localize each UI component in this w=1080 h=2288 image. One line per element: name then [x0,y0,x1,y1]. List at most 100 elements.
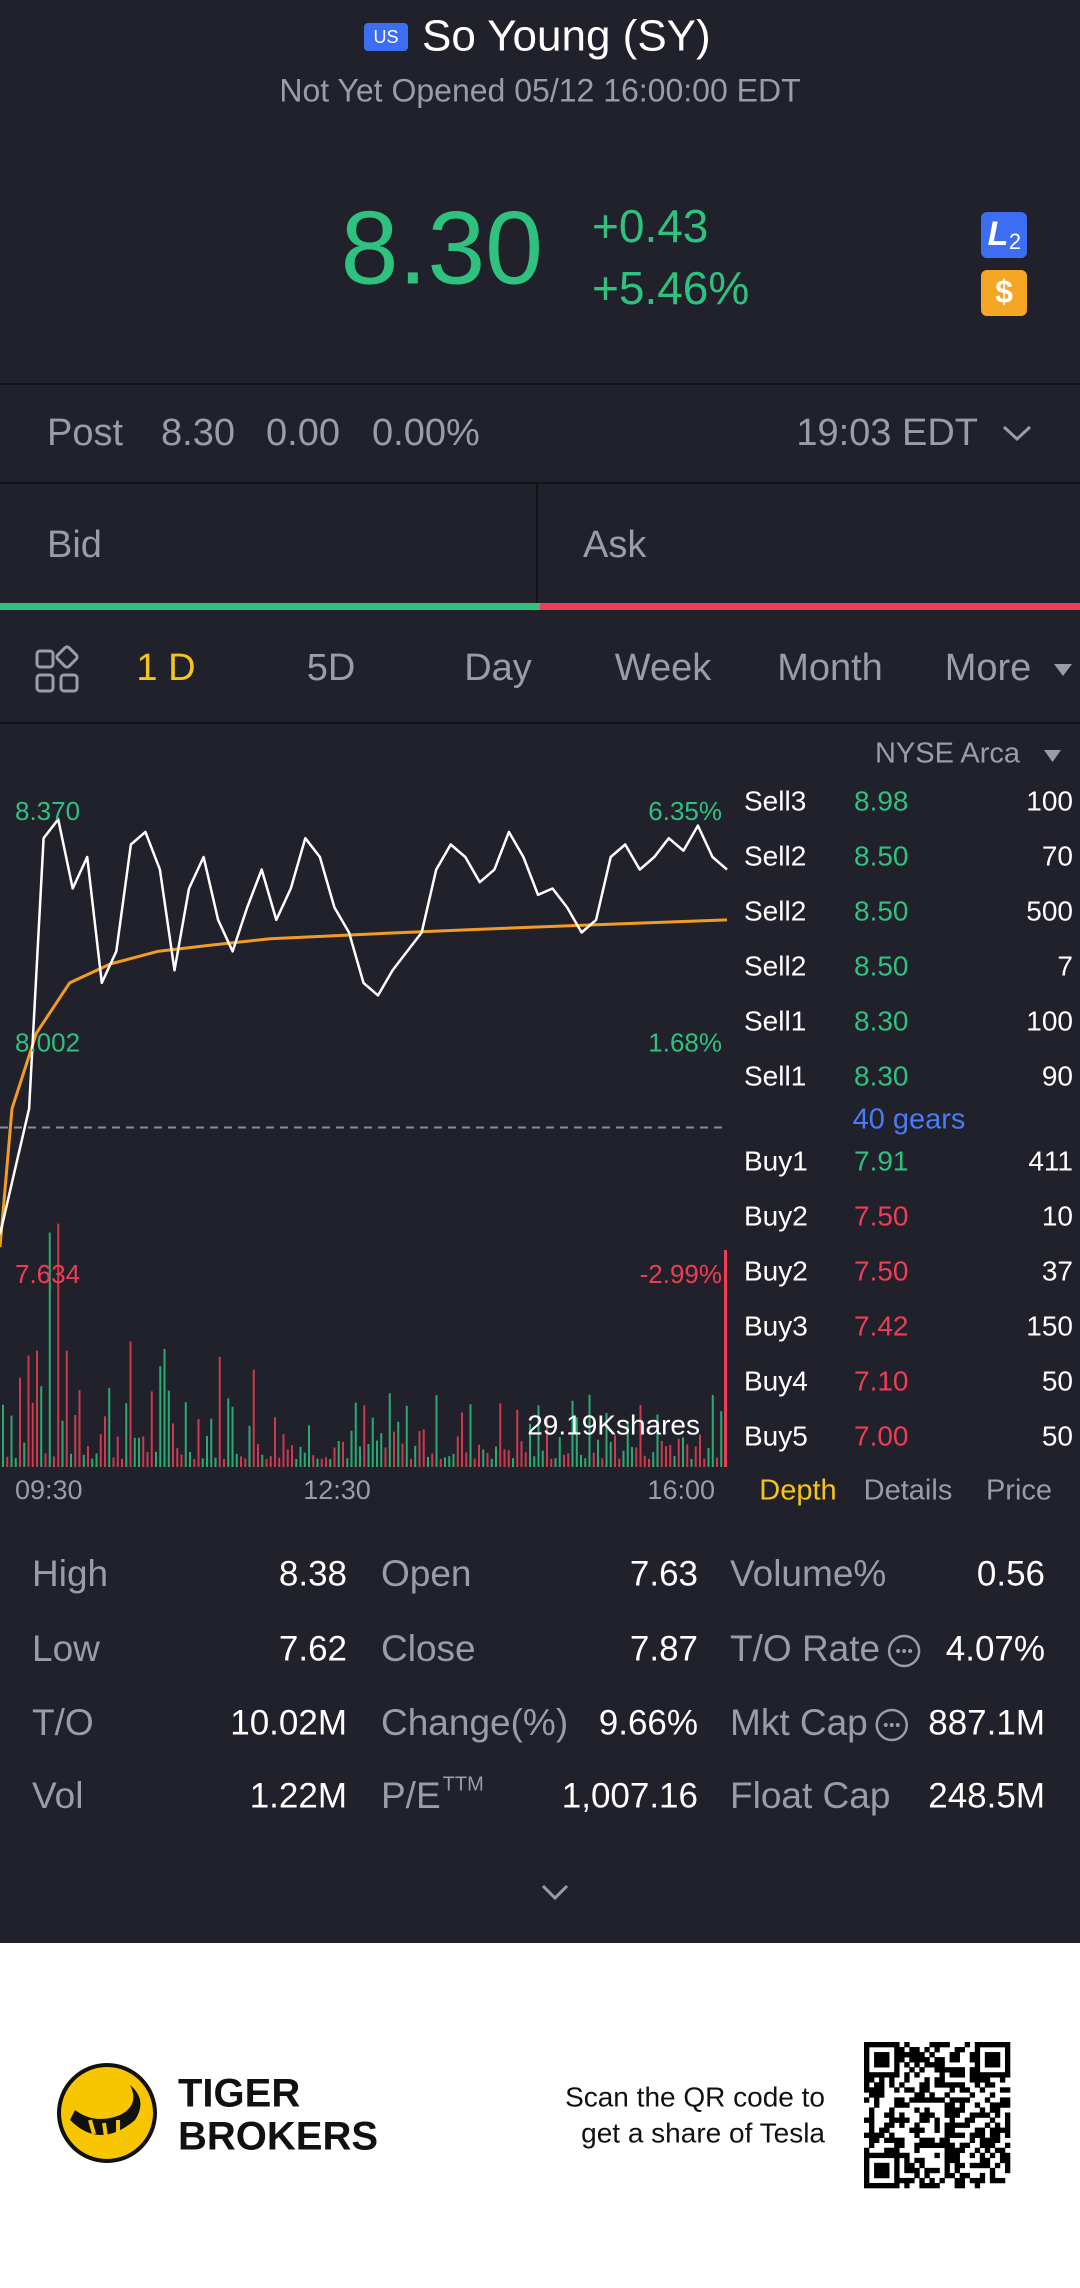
book-tab[interactable]: Details [864,1475,953,1507]
qr-module [879,2092,885,2098]
qr-module [954,2047,960,2053]
qr-module [969,2162,976,2169]
qr-module [914,2132,920,2138]
qr-module [999,2087,1006,2093]
volume-bar [648,1458,650,1467]
qr-module [879,2082,885,2088]
expand-chevron[interactable] [541,1884,569,1901]
volume-bar [252,1369,255,1467]
period-tab[interactable]: More [945,647,1032,689]
change-pct: +5.46% [592,262,749,314]
qr-module [894,2152,900,2159]
layout-icon[interactable] [35,645,79,693]
period-tab[interactable]: Day [464,647,532,689]
exchange-arrow[interactable] [1044,750,1061,762]
qr-module [904,2077,910,2083]
qr-module [924,2047,930,2053]
qr-module [884,2052,890,2058]
qr-module [894,2087,900,2093]
volume-bar [461,1412,463,1467]
qr-module [864,2157,870,2164]
qr-module [894,2047,900,2053]
info-dot [883,1723,888,1727]
volume-bar [146,1452,149,1467]
qr-module [979,2042,986,2048]
qr-module [959,2172,965,2179]
period-tab[interactable]: 5D [307,647,356,689]
qr-module [994,2102,1001,2108]
book-tab[interactable]: Depth [759,1475,836,1507]
qr-module [874,2072,880,2078]
volume-bar [163,1349,166,1467]
bid-label[interactable]: Bid [47,524,102,566]
qr-module [984,2112,991,2118]
x-tick-label: 12:30 [303,1475,371,1505]
qr-module [949,2117,955,2123]
qr-module [979,2142,986,2149]
volume-bar [537,1405,540,1467]
volume-bar [155,1451,157,1467]
background [0,0,1080,1943]
info-icon[interactable] [887,1634,921,1668]
exchange[interactable]: NYSE Arca [875,738,1021,770]
qr-module [929,2177,935,2184]
qr-module [919,2092,925,2098]
brand-line: BROKERS [178,2115,378,2159]
qr-module [949,2067,955,2073]
book-side: Buy1 [744,1145,808,1176]
qr-module [889,2132,895,2138]
gears[interactable]: 40 gears [853,1104,966,1136]
volume-bar [614,1435,616,1467]
qr-module [989,2142,996,2149]
book-side: Buy4 [744,1365,808,1396]
level2-badge[interactable] [981,212,1027,258]
qr-module [954,2152,960,2159]
currency-badge[interactable] [981,270,1027,316]
qr-module [999,2072,1006,2078]
qr-module [934,2167,940,2174]
book-size: 100 [1026,1005,1073,1036]
qr-module [884,2152,890,2159]
qr-module [964,2172,971,2179]
qr-module [969,2117,976,2123]
period-tab[interactable]: 1 D [136,647,195,689]
info-dot [902,1649,907,1653]
stat-label: P/E [381,1775,441,1816]
more-arrow[interactable] [1054,664,1072,676]
volume-bar [703,1458,706,1467]
info-icon[interactable] [875,1708,909,1742]
qr-module [989,2177,996,2184]
post-chevron[interactable] [1002,425,1032,442]
volume-bar [533,1456,536,1467]
qr-module [864,2152,870,2159]
volume-bar [639,1405,642,1467]
qr-module [864,2162,870,2169]
book-price: 7.50 [854,1200,909,1231]
qr-module [994,2122,1001,2128]
qr-module [949,2132,955,2138]
post-change-pct: 0.00% [372,412,480,454]
book-size: 411 [1028,1145,1073,1176]
qr-module [994,2162,1001,2169]
volume-bar [486,1452,489,1467]
qr-module [929,2112,935,2118]
qr-module [1004,2112,1011,2118]
qr-module [884,2042,890,2048]
qr-module [919,2052,925,2058]
qr-module [899,2177,905,2184]
volume-bar [427,1456,429,1467]
qr-module [939,2072,945,2078]
volume-bar [384,1447,387,1467]
qr-module [954,2162,960,2169]
volume-bar [359,1446,361,1467]
book-side: Sell2 [744,840,806,871]
ask-label[interactable]: Ask [583,524,647,566]
qr-module [904,2052,910,2058]
stat-label: Mkt Cap [730,1702,868,1743]
stat-value: 1.22M [250,1776,347,1815]
period-tab[interactable]: Month [777,647,883,689]
book-tab[interactable]: Price [986,1475,1052,1507]
period-tab[interactable]: Week [615,647,712,689]
qr-module [884,2167,890,2174]
info-dot [896,1649,901,1653]
